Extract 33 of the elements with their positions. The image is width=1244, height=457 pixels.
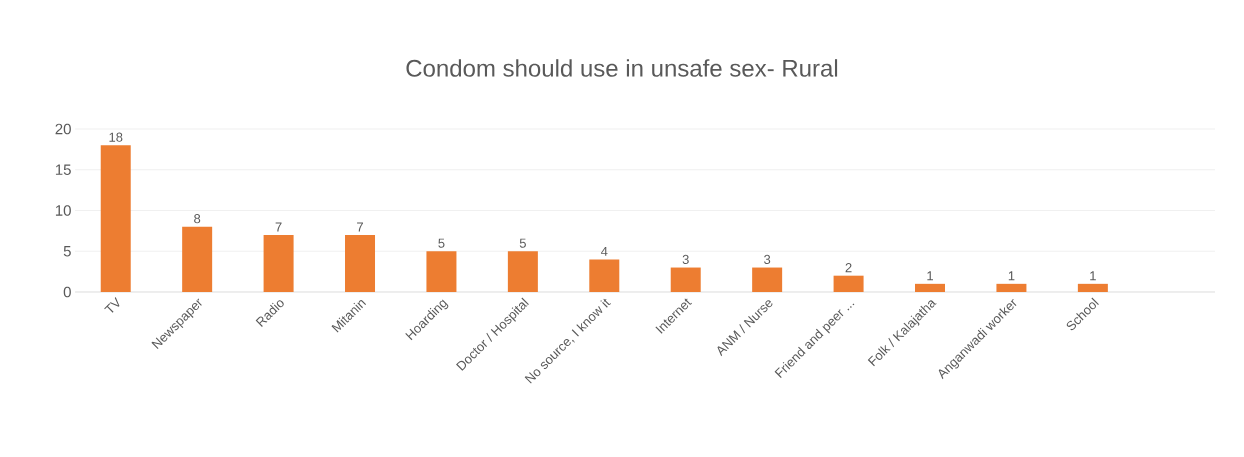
bar [263,234,294,292]
bar [833,275,864,292]
data-label: 1 [1090,271,1096,281]
bar [507,251,538,292]
bar [100,145,131,292]
y-tick-label: 20 [55,123,71,135]
bar [670,267,701,292]
bar [1077,283,1108,292]
data-label: 3 [764,254,771,264]
bar [426,251,457,292]
y-tick-label: 5 [63,246,71,257]
data-label: 4 [600,246,608,256]
data-label: 2 [845,263,852,273]
bar [182,226,213,292]
bar [589,259,620,292]
data-label: 5 [519,238,526,248]
data-label: 7 [275,222,282,232]
bar [915,283,945,292]
bar [345,234,376,292]
data-label: 1 [1008,271,1015,281]
data-label: 1 [927,271,933,281]
y-tick-label: 0 [63,286,71,298]
data-label: 5 [438,238,445,248]
x-tick-label: TV [104,297,120,313]
y-tick-label: 10 [55,205,71,216]
bar [752,267,783,292]
data-label: 8 [194,214,201,224]
data-label: 3 [682,254,689,264]
data-label: 18 [109,132,123,142]
chart-title: Condom should use in unsafe sex- Rural [406,59,838,77]
data-label: 7 [357,222,363,232]
bar [996,283,1027,292]
y-tick-label: 15 [55,164,71,175]
